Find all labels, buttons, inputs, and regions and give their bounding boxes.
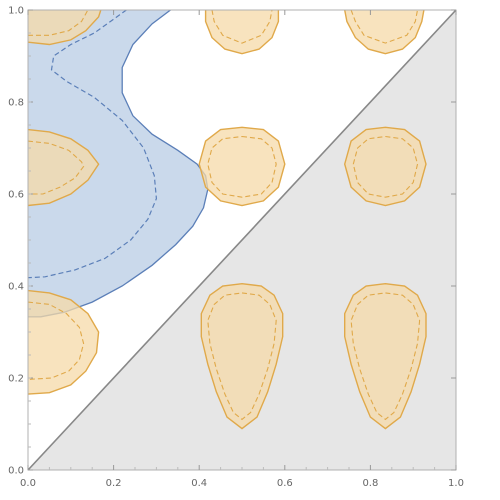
orange-blob-9 xyxy=(344,282,427,430)
diagonal-line xyxy=(28,10,456,470)
x-tick-label: 0.0 xyxy=(20,478,36,489)
orange-blob-4 xyxy=(28,129,99,206)
orange-blob-2-inner-contour xyxy=(211,10,273,44)
orange-blob-1-inner-contour xyxy=(28,10,89,36)
x-tick-label: 0.4 xyxy=(191,478,207,489)
x-tick-label: 0.2 xyxy=(106,478,122,489)
orange-blob-2-boundary xyxy=(204,10,280,55)
orange-blob-6-inner-contour xyxy=(352,135,419,198)
x-tick-label: 0.8 xyxy=(362,478,378,489)
y-axis: 0.0 0.2 0.4 0.6 0.8 1.0 xyxy=(8,6,456,477)
x-tick-label: 0.6 xyxy=(277,478,293,489)
y-tick-label: 0.2 xyxy=(8,374,24,385)
y-tick-label: 0.0 xyxy=(8,466,24,477)
y-tick-label: 0.4 xyxy=(8,282,24,293)
orange-blob-4-inner-contour xyxy=(28,140,85,195)
orange-blob-3 xyxy=(344,10,424,54)
orange-blob-6 xyxy=(343,126,427,207)
orange-blob-9-inner-contour xyxy=(350,292,421,421)
orange-blob-7-inner-contour xyxy=(28,301,85,380)
orange-blob-8-inner-contour xyxy=(207,292,277,421)
y-tick-label: 1.0 xyxy=(8,6,24,17)
x-axis: 0.0 0.2 0.4 0.6 0.8 1.0 xyxy=(20,10,464,489)
orange-blob-7-boundary xyxy=(28,289,100,395)
orange-blob-5-inner-contour xyxy=(207,135,277,198)
y-tick-label: 0.6 xyxy=(8,190,24,201)
blue-region-fill xyxy=(28,10,208,317)
x-tick-label: 1.0 xyxy=(448,478,464,489)
orange-blob-8 xyxy=(200,282,284,430)
blue-region-inner-contour xyxy=(28,10,158,279)
orange-blob-7 xyxy=(28,290,99,395)
orange-blob-2 xyxy=(205,10,279,54)
orange-blob-4-boundary xyxy=(28,128,100,207)
orange-blob-5 xyxy=(198,126,286,207)
y-tick-label: 0.8 xyxy=(8,98,24,109)
plot-area xyxy=(28,10,456,470)
orange-blob-3-boundary xyxy=(344,10,425,55)
orange-blob-1-boundary xyxy=(28,10,102,46)
orange-blob-3-inner-contour xyxy=(350,10,419,44)
